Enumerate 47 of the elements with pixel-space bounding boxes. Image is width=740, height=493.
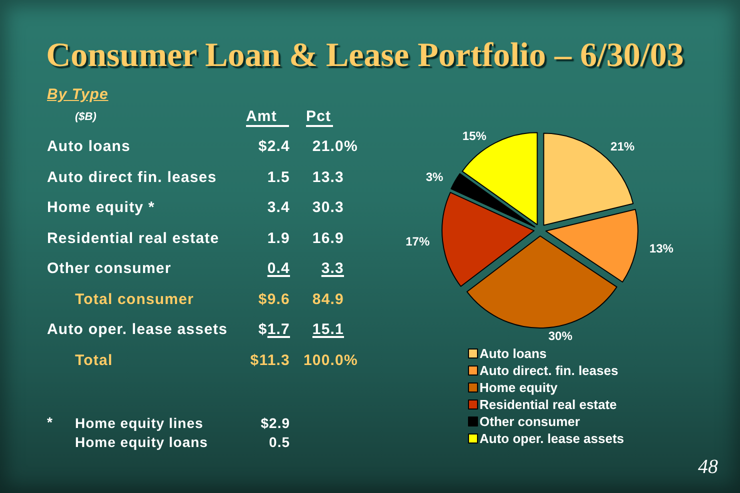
- text: Amt: [246, 108, 289, 127]
- text: 1.5: [267, 168, 290, 186]
- text: Other consumer: [47, 260, 172, 278]
- text: Total: [75, 352, 113, 370]
- data-label: 21%: [610, 140, 635, 154]
- text: $2.9: [260, 415, 290, 431]
- text: ($B): [75, 111, 96, 123]
- text: 16.9: [312, 230, 344, 246]
- data-label: 30%: [548, 328, 573, 343]
- text: 3.3: [321, 260, 344, 277]
- text: *: [47, 414, 53, 430]
- data-label: 15%: [462, 128, 487, 143]
- text: 1.9: [267, 230, 290, 246]
- text: 0.4: [267, 260, 290, 277]
- text: $11.3: [250, 352, 290, 370]
- text: $9.6: [258, 290, 290, 308]
- text: Auto loans: [47, 138, 130, 156]
- text: Home equity lines: [75, 415, 204, 431]
- text: Home equity loans: [75, 434, 208, 450]
- legend-label: Residential real estate: [480, 397, 617, 412]
- text: Auto direct fin. leases: [47, 168, 217, 186]
- text: $1.7: [258, 321, 290, 339]
- text: 13.3: [312, 168, 344, 186]
- text: $2.4: [258, 138, 290, 156]
- text: 30.3: [312, 199, 344, 216]
- text: 21.0%: [312, 138, 358, 156]
- text: Consumer Loan & Lease Portfolio – 6/30/03: [46, 37, 684, 74]
- text: 15.1: [312, 321, 344, 338]
- data-label: 13%: [649, 241, 674, 256]
- text: By Type: [47, 86, 108, 103]
- text: Total consumer: [75, 290, 194, 308]
- data-label: 3%: [426, 170, 444, 184]
- text: Home equity *: [47, 199, 155, 217]
- text: 3.4: [267, 199, 290, 216]
- text: 84.9: [312, 290, 344, 308]
- legend-label: Other consumer: [480, 414, 580, 429]
- text: Pct: [306, 108, 333, 127]
- legend-label: Auto oper. lease assets: [480, 431, 624, 446]
- text: Auto oper. lease assets: [47, 321, 228, 339]
- legend-label: Auto loans: [480, 346, 547, 361]
- text: 48: [698, 456, 718, 478]
- data-label: 17%: [406, 234, 430, 249]
- text: Residential real estate: [47, 230, 220, 248]
- text: 100.0%: [303, 352, 358, 370]
- text: 0.5: [269, 434, 290, 450]
- legend-label: Auto direct. fin. leases: [480, 363, 618, 378]
- legend-label: Home equity: [480, 380, 558, 395]
